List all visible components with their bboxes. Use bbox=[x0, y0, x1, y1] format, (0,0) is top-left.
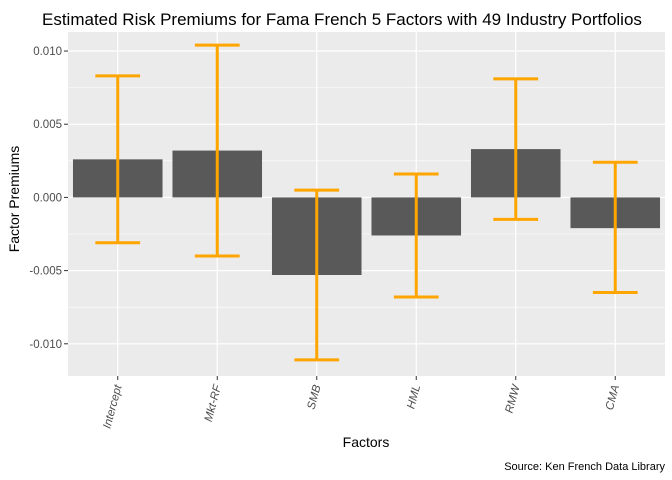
errorbar-smb bbox=[294, 188, 340, 362]
y-tick-label: 0.005 bbox=[33, 119, 62, 131]
x-tick-label: SMB bbox=[306, 383, 324, 410]
plot-panel bbox=[68, 32, 665, 376]
y-tick-label: -0.010 bbox=[29, 339, 62, 351]
errorbar-mkt-rf bbox=[194, 43, 240, 258]
x-tick-label: HML bbox=[405, 384, 423, 411]
x-tick-label: RMW bbox=[504, 383, 523, 415]
errorbar-hml bbox=[393, 172, 439, 299]
y-axis-title: Factor Premiums bbox=[6, 146, 22, 253]
errorbar-rmw bbox=[493, 77, 539, 221]
grid-minor bbox=[68, 87, 665, 308]
errorbar-cma bbox=[592, 160, 638, 295]
x-axis: Intercept Mkt-RF SMB HML RMW CMA bbox=[101, 376, 622, 430]
x-tick-label: CMA bbox=[604, 383, 622, 411]
x-tick-label: Mkt-RF bbox=[203, 383, 225, 423]
errorbar-intercept bbox=[95, 74, 141, 245]
chart-title: Estimated Risk Premiums for Fama French … bbox=[42, 10, 642, 29]
y-axis: -0.010 -0.005 0.000 0.005 0.010 bbox=[29, 46, 68, 351]
y-tick-label: 0.000 bbox=[33, 192, 62, 204]
source-caption: Source: Ken French Data Library bbox=[504, 461, 665, 473]
x-axis-title: Factors bbox=[343, 434, 390, 450]
x-tick-label: Intercept bbox=[101, 383, 124, 430]
y-tick-label: 0.010 bbox=[33, 46, 62, 58]
y-tick-label: -0.005 bbox=[29, 266, 62, 278]
errorbar-series bbox=[95, 43, 638, 362]
